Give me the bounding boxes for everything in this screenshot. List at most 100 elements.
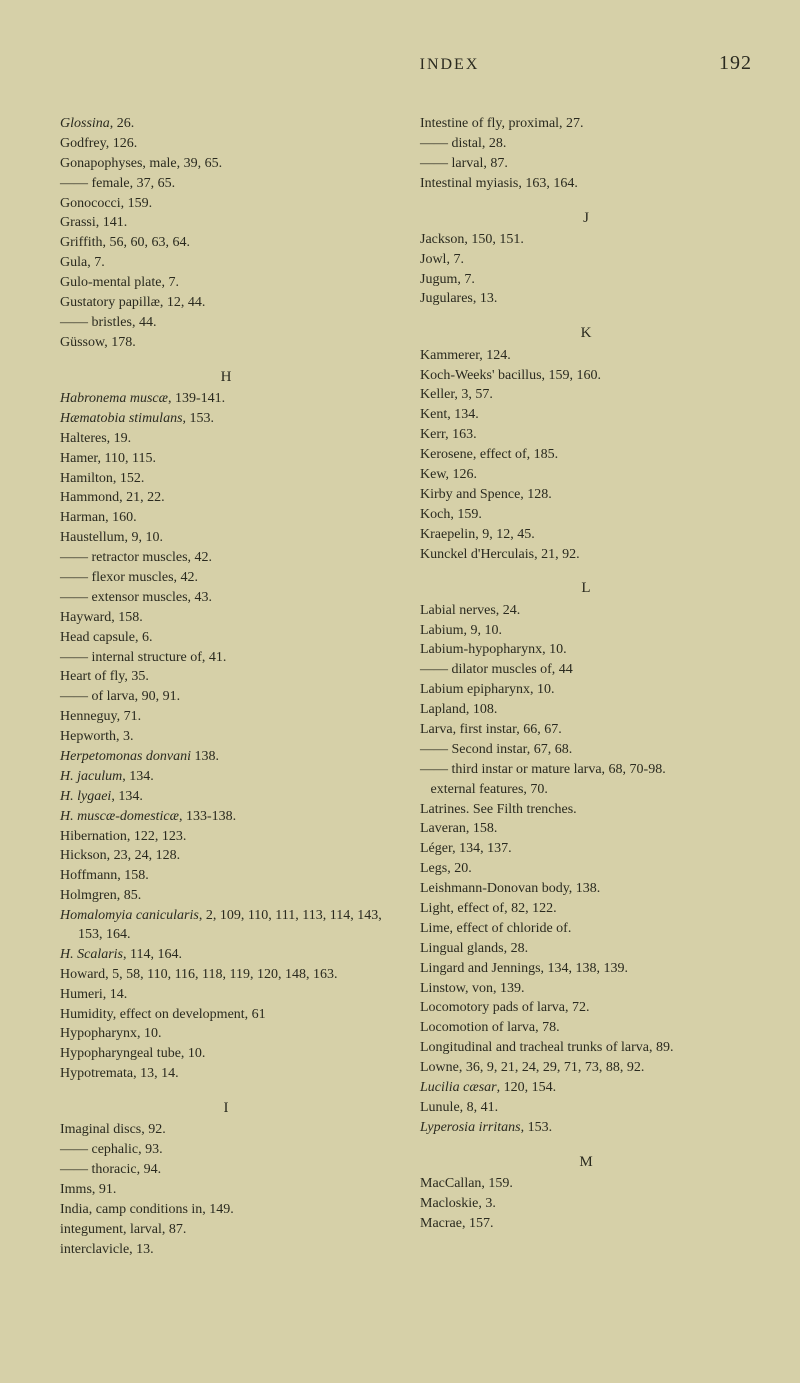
index-entry: Griffith, 56, 60, 63, 64. bbox=[60, 234, 392, 253]
index-entry: Hypotremata, 13, 14. bbox=[60, 1065, 392, 1084]
index-entry: Koch-Weeks' bacillus, 159, 160. bbox=[420, 367, 752, 386]
index-entry: —— thoracic, 94. bbox=[60, 1161, 392, 1180]
index-entry: Locomotory pads of larva, 72. bbox=[420, 999, 752, 1018]
index-entry: Labium-hypopharynx, 10. bbox=[420, 641, 752, 660]
index-entry: Glossina, 26. bbox=[60, 115, 392, 134]
index-entry: Legs, 20. bbox=[420, 860, 752, 879]
index-entry: Linstow, von, 139. bbox=[420, 980, 752, 999]
index-entry: —— bristles, 44. bbox=[60, 314, 392, 333]
index-entry: Keller, 3, 57. bbox=[420, 386, 752, 405]
index-entry: Kunckel d'Herculais, 21, 92. bbox=[420, 546, 752, 565]
index-entry: Holmgren, 85. bbox=[60, 887, 392, 906]
section-letter-l: L bbox=[420, 578, 752, 598]
index-entry: Hickson, 23, 24, 128. bbox=[60, 847, 392, 866]
index-entry: —— of larva, 90, 91. bbox=[60, 688, 392, 707]
index-entry: Latrines. See Filth trenches. bbox=[420, 801, 752, 820]
index-entry: Macloskie, 3. bbox=[420, 1195, 752, 1214]
index-entry: —— Second instar, 67, 68. bbox=[420, 741, 752, 760]
index-entry: Gonapophyses, male, 39, 65. bbox=[60, 155, 392, 174]
index-columns: Glossina, 26.Godfrey, 126.Gonapophyses, … bbox=[60, 115, 752, 1261]
index-entry: Laveran, 158. bbox=[420, 820, 752, 839]
index-entry: H. jaculum, 134. bbox=[60, 768, 392, 787]
index-entry: Hammond, 21, 22. bbox=[60, 489, 392, 508]
index-entry: Head capsule, 6. bbox=[60, 629, 392, 648]
index-entry: Kerr, 163. bbox=[420, 426, 752, 445]
index-entry: Howard, 5, 58, 110, 116, 118, 119, 120, … bbox=[60, 966, 392, 985]
index-entry: Hypopharyngeal tube, 10. bbox=[60, 1045, 392, 1064]
index-entry: H. lygaei, 134. bbox=[60, 788, 392, 807]
index-entry: Longitudinal and tracheal trunks of larv… bbox=[420, 1039, 752, 1058]
index-entry: —— dilator muscles of, 44 bbox=[420, 661, 752, 680]
section-letter-m: M bbox=[420, 1152, 752, 1172]
i-continuation-block: Intestine of fly, proximal, 27.—— distal… bbox=[420, 115, 752, 194]
index-entry: Imaginal discs, 92. bbox=[60, 1121, 392, 1140]
index-entry: —— extensor muscles, 43. bbox=[60, 589, 392, 608]
index-entry: Intestine of fly, proximal, 27. bbox=[420, 115, 752, 134]
index-entry: Light, effect of, 82, 122. bbox=[420, 900, 752, 919]
right-column: Intestine of fly, proximal, 27.—— distal… bbox=[420, 115, 752, 1261]
g-continuation-block: Glossina, 26.Godfrey, 126.Gonapophyses, … bbox=[60, 115, 392, 353]
section-letter-h: H bbox=[60, 367, 392, 387]
page-header: INDEX 192 bbox=[60, 50, 752, 77]
index-entry: Labial nerves, 24. bbox=[420, 602, 752, 621]
index-entry: Kew, 126. bbox=[420, 466, 752, 485]
index-entry: Lyperosia irritans, 153. bbox=[420, 1119, 752, 1138]
index-entry: Labium epipharynx, 10. bbox=[420, 681, 752, 700]
index-entry: —— larval, 87. bbox=[420, 155, 752, 174]
index-entry: Godfrey, 126. bbox=[60, 135, 392, 154]
index-entry: Koch, 159. bbox=[420, 506, 752, 525]
index-entry: —— female, 37, 65. bbox=[60, 175, 392, 194]
index-entry: —— retractor muscles, 42. bbox=[60, 549, 392, 568]
index-entry: Hayward, 158. bbox=[60, 609, 392, 628]
index-entry: Jackson, 150, 151. bbox=[420, 231, 752, 250]
index-entry: Leishmann-Donovan body, 138. bbox=[420, 880, 752, 899]
index-entry: Locomotion of larva, 78. bbox=[420, 1019, 752, 1038]
index-entry: Lunule, 8, 41. bbox=[420, 1099, 752, 1118]
index-entry: Habronema muscæ, 139-141. bbox=[60, 390, 392, 409]
index-entry: Lapland, 108. bbox=[420, 701, 752, 720]
index-entry: Gula, 7. bbox=[60, 254, 392, 273]
index-entry: Hoffmann, 158. bbox=[60, 867, 392, 886]
index-entry: Gonococci, 159. bbox=[60, 195, 392, 214]
section-letter-i: I bbox=[60, 1098, 392, 1118]
index-entry: —— distal, 28. bbox=[420, 135, 752, 154]
index-entry: Herpetomonas donvani 138. bbox=[60, 748, 392, 767]
index-entry: H. muscæ-domesticæ, 133-138. bbox=[60, 808, 392, 827]
index-entry: Hypopharynx, 10. bbox=[60, 1025, 392, 1044]
index-entry: Macrae, 157. bbox=[420, 1215, 752, 1234]
index-entry: Imms, 91. bbox=[60, 1181, 392, 1200]
index-entry: —— flexor muscles, 42. bbox=[60, 569, 392, 588]
section-letter-k: K bbox=[420, 323, 752, 343]
index-entry: Jowl, 7. bbox=[420, 251, 752, 270]
index-entry: Lingual glands, 28. bbox=[420, 940, 752, 959]
index-entry: interclavicle, 13. bbox=[60, 1241, 392, 1260]
index-entry: Kent, 134. bbox=[420, 406, 752, 425]
index-entry: Kirby and Spence, 128. bbox=[420, 486, 752, 505]
index-entry: H. Scalaris, 114, 164. bbox=[60, 946, 392, 965]
left-column: Glossina, 26.Godfrey, 126.Gonapophyses, … bbox=[60, 115, 392, 1261]
index-entry: Hepworth, 3. bbox=[60, 728, 392, 747]
m-block: MacCallan, 159.Macloskie, 3.Macrae, 157. bbox=[420, 1175, 752, 1234]
section-letter-j: J bbox=[420, 208, 752, 228]
index-entry: Lucilia cæsar, 120, 154. bbox=[420, 1079, 752, 1098]
index-entry: Hamilton, 152. bbox=[60, 470, 392, 489]
index-entry: Humidity, effect on development, 61 bbox=[60, 1006, 392, 1025]
page-number: 192 bbox=[719, 50, 752, 77]
index-entry: Lime, effect of chloride of. bbox=[420, 920, 752, 939]
index-entry: —— internal structure of, 41. bbox=[60, 649, 392, 668]
index-entry: external features, 70. bbox=[420, 781, 752, 800]
index-entry: Hamer, 110, 115. bbox=[60, 450, 392, 469]
index-entry: integument, larval, 87. bbox=[60, 1221, 392, 1240]
index-entry: —— cephalic, 93. bbox=[60, 1141, 392, 1160]
index-entry: —— third instar or mature larva, 68, 70-… bbox=[420, 761, 752, 780]
index-entry: India, camp conditions in, 149. bbox=[60, 1201, 392, 1220]
h-block: Habronema muscæ, 139-141.Hæmatobia stimu… bbox=[60, 390, 392, 1084]
index-entry: Henneguy, 71. bbox=[60, 708, 392, 727]
index-entry: Larva, first instar, 66, 67. bbox=[420, 721, 752, 740]
index-entry: Jugum, 7. bbox=[420, 271, 752, 290]
i-block: Imaginal discs, 92.—— cephalic, 93.—— th… bbox=[60, 1121, 392, 1259]
index-entry: Hibernation, 122, 123. bbox=[60, 828, 392, 847]
l-block: Labial nerves, 24.Labium, 9, 10.Labium-h… bbox=[420, 602, 752, 1138]
index-entry: MacCallan, 159. bbox=[420, 1175, 752, 1194]
index-entry: Jugulares, 13. bbox=[420, 290, 752, 309]
